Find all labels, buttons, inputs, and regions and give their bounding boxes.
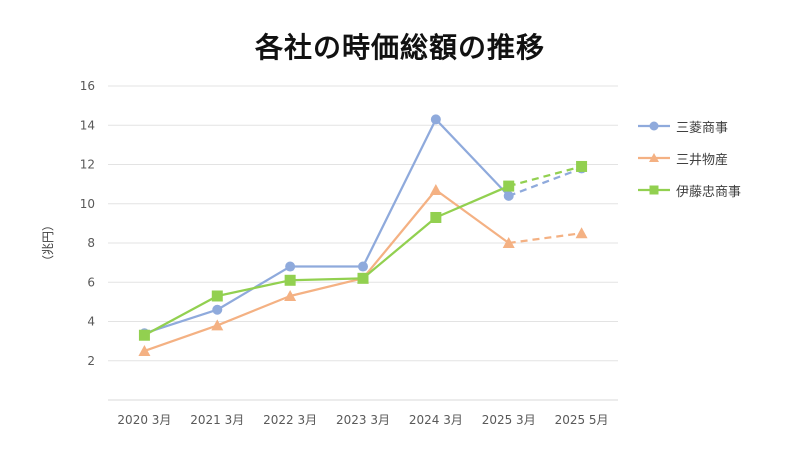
data-point-square bbox=[357, 272, 369, 284]
legend-item: 三菱商事 bbox=[636, 110, 741, 142]
y-tick-label: 10 bbox=[80, 197, 95, 211]
data-point-circle bbox=[285, 261, 296, 272]
y-tick-label: 4 bbox=[87, 315, 95, 329]
data-point-triangle bbox=[429, 184, 442, 196]
x-tick-label: 2024 3月 bbox=[409, 413, 463, 427]
x-tick-label: 2025 5月 bbox=[555, 413, 609, 427]
legend-label: 伊藤忠商事 bbox=[676, 184, 742, 200]
data-point-square bbox=[138, 329, 150, 341]
x-tick-label: 2020 3月 bbox=[117, 413, 171, 427]
data-point-square bbox=[430, 211, 442, 223]
data-point-triangle bbox=[284, 289, 297, 301]
y-tick-label: 16 bbox=[80, 79, 95, 93]
legend-label: 三井物産 bbox=[676, 152, 729, 168]
data-point-triangle bbox=[211, 319, 224, 331]
x-tick-label: 2025 3月 bbox=[482, 413, 536, 427]
x-tick-label: 2021 3月 bbox=[190, 413, 244, 427]
series-square bbox=[138, 160, 588, 341]
chart-title: 各社の時価総額の推移 bbox=[254, 31, 545, 64]
y-tick-label: 6 bbox=[87, 275, 95, 289]
data-point-square bbox=[503, 180, 515, 192]
legend-item: 伊藤忠商事 bbox=[636, 174, 741, 206]
data-point-triangle bbox=[138, 344, 151, 356]
data-point-square bbox=[576, 160, 588, 172]
series-line bbox=[144, 188, 510, 352]
data-point-square bbox=[211, 290, 223, 302]
legend-item: 三井物産 bbox=[636, 142, 741, 174]
legend-circle-icon bbox=[638, 121, 670, 131]
data-point-triangle bbox=[502, 237, 515, 248]
data-point-circle bbox=[503, 190, 514, 201]
series-forecast-line bbox=[508, 167, 582, 197]
legend-label: 三菱商事 bbox=[676, 120, 729, 136]
legend-triangle-icon bbox=[638, 153, 670, 162]
y-tick-label: 14 bbox=[80, 118, 95, 132]
x-tick-label: 2023 3月 bbox=[336, 413, 390, 427]
y-tick-label: 2 bbox=[87, 354, 95, 368]
y-axis-label: （兆円） bbox=[41, 219, 55, 267]
series-line bbox=[144, 118, 510, 335]
series-line bbox=[143, 185, 510, 337]
data-point-circle bbox=[430, 114, 441, 125]
series-forecast-line bbox=[508, 232, 582, 245]
y-tick-label: 8 bbox=[87, 236, 95, 250]
data-point-triangle bbox=[575, 227, 588, 239]
legend: 三菱商事三井物産伊藤忠商事 bbox=[636, 110, 741, 206]
series-circle bbox=[139, 114, 587, 339]
data-point-square bbox=[284, 274, 296, 286]
x-tick-label: 2022 3月 bbox=[263, 413, 317, 427]
y-tick-label: 12 bbox=[80, 158, 95, 172]
legend-square-icon bbox=[638, 185, 670, 195]
series-triangle bbox=[138, 184, 588, 356]
data-point-circle bbox=[212, 304, 223, 315]
series-forecast-line bbox=[508, 165, 582, 188]
data-point-circle bbox=[358, 261, 368, 272]
